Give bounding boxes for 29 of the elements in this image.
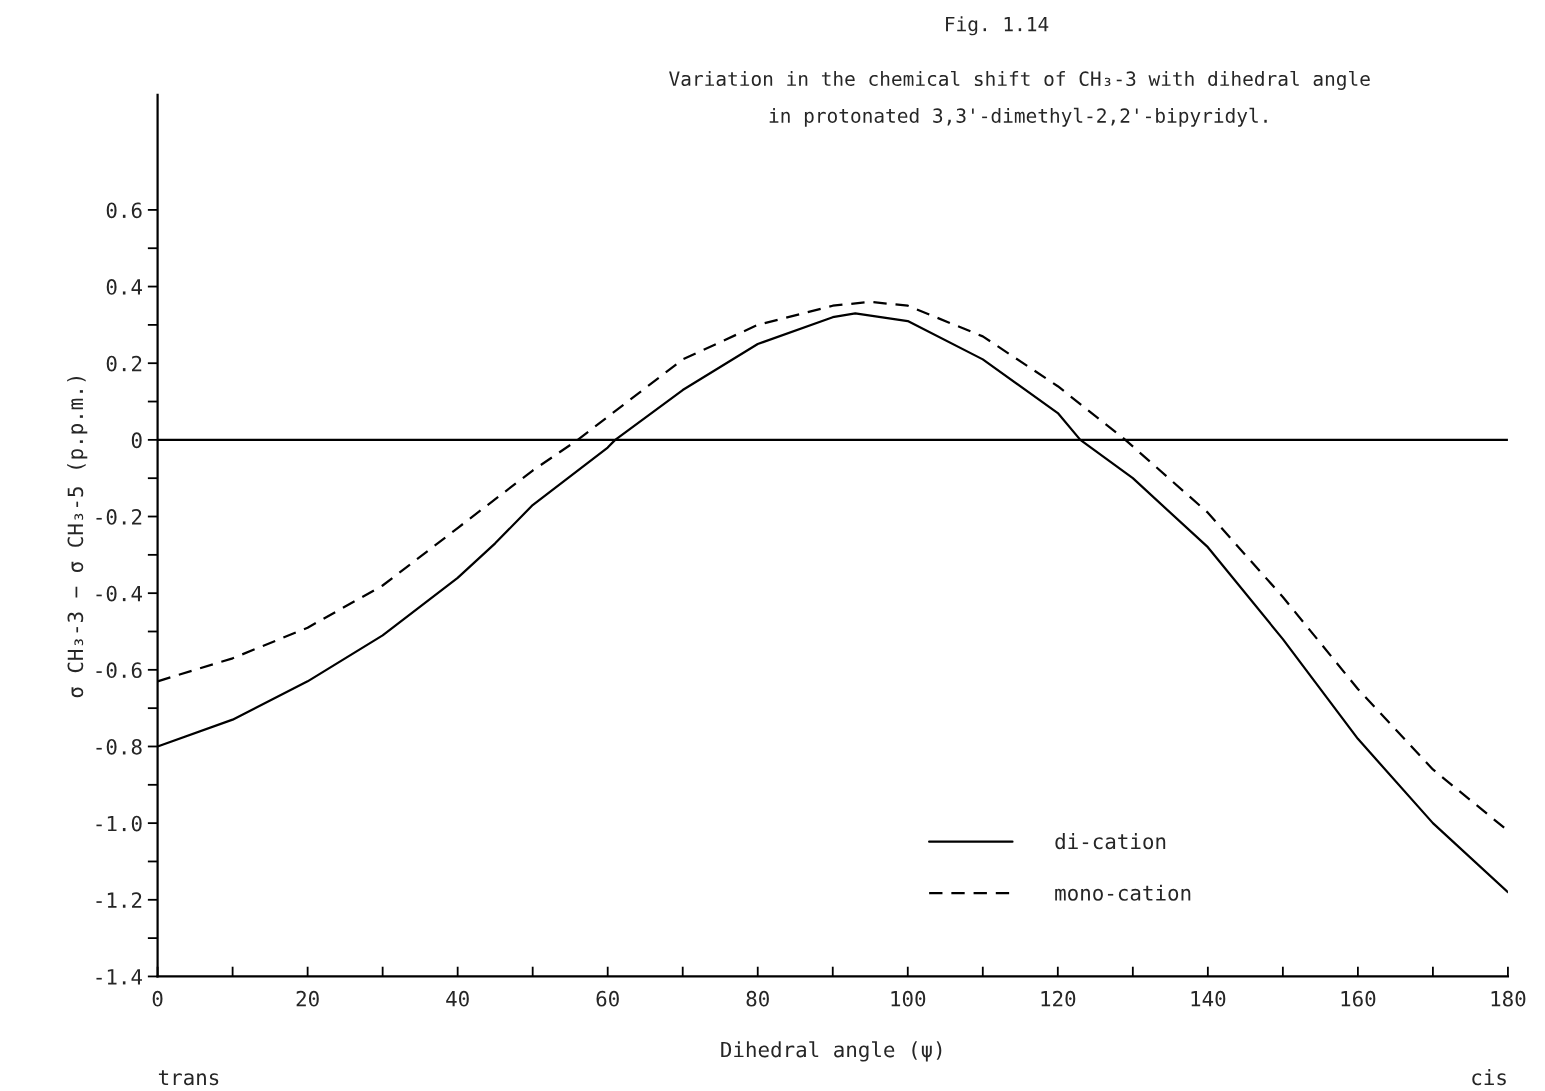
x-tick-label: 60 xyxy=(596,990,619,1007)
chart-title: Fig. 1.14 xyxy=(946,16,1049,36)
chart-subtitle: Variation in the chemical shift of CH₃-3 with dihedral angle in protonated 3,3'-dimethyl-2,2'-bipyridyl. xyxy=(669,70,1370,127)
legend-label: mono-cation xyxy=(1055,884,1191,901)
x-tick-label: 120 xyxy=(1041,990,1076,1007)
y-axis-title: σ CH₃-3 − σ CH₃-5 (p.p.m.) xyxy=(67,376,88,698)
y-tick-label: -0.4 xyxy=(96,585,143,602)
x-tick-label: 0 xyxy=(152,990,163,1007)
text: trans xyxy=(158,1070,219,1086)
x-tick-label: 20 xyxy=(296,990,319,1007)
y-tick-label: -0.2 xyxy=(96,509,142,525)
text: cis xyxy=(1472,1069,1506,1086)
y-tick-label: -1.2 xyxy=(96,892,142,908)
x-tick-label: 140 xyxy=(1191,990,1226,1007)
y-tick-label: -0.8 xyxy=(96,738,142,755)
y-tick-label: -1.0 xyxy=(96,815,142,832)
x-tick-label: 160 xyxy=(1341,990,1376,1007)
x-tick-label: 180 xyxy=(1491,990,1526,1007)
legend-label: di-cation xyxy=(1055,833,1166,850)
y-tick-label: -1.4 xyxy=(96,969,143,985)
y-tick-label: 0 xyxy=(131,432,142,449)
y-tick-label: 0.6 xyxy=(106,202,142,219)
y-tick-label: 0.4 xyxy=(106,279,143,295)
x-tick-label: 40 xyxy=(446,990,469,1007)
y-tick-label: 0.2 xyxy=(106,355,142,372)
x-tick-label: 100 xyxy=(891,990,926,1007)
x-tick-label: 80 xyxy=(746,990,769,1007)
x-axis-title: Dihedral angle (ψ) xyxy=(721,1041,942,1062)
y-tick-label: -0.6 xyxy=(96,662,142,679)
